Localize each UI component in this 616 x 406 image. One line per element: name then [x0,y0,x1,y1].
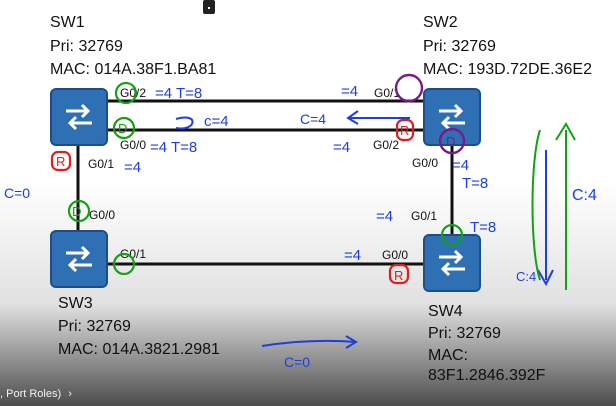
sw1-mac: MAC: 014A.38F1.BA81 [50,61,217,78]
sw3-priority: Pri: 32769 [58,318,131,335]
sw4-mac-value: 83F1.2846.392F [428,367,546,384]
ink-sw1-g02-cost: =4 T=8 [155,85,202,102]
sw4-mac-label: MAC: [428,347,468,364]
ink-circle-sw2-g01 [394,73,424,103]
ink-right-c4: C:4 [572,187,597,204]
ink-right-c4-lower: C:4 [516,269,536,284]
sw3-name: SW3 [58,295,93,312]
ink-port-R-sw4: R [394,268,403,283]
ink-circle-sw4-g01 [440,223,464,247]
sw1-port-g00: G0/0 [120,138,147,152]
sw4-port-g01: G0/1 [411,209,438,223]
ink-sw2-g00-total: T=8 [462,175,488,192]
ink-circle-sw2-g00 [438,127,466,155]
ink-sw1-g00-loop: c=4 [204,113,229,130]
ink-port-D-sw1: D [118,121,127,136]
ink-circle-sw3-g01 [112,252,136,276]
sw4-priority: Pri: 32769 [428,325,501,342]
ink-bracket-right [531,129,541,281]
sw3-mac: MAC: 014A.3821.2981 [58,341,220,358]
sw4-port-g00: G0/0 [382,248,409,262]
ink-sw1-g00-cost: =4 T=8 [150,139,197,156]
ink-box-sw2-g02 [395,118,415,142]
sw1-name: SW1 [50,14,85,31]
ink-sw2-g02-cost: =4 [333,139,350,156]
sw1-port-g01: G0/1 [88,157,115,171]
sw2-name: SW2 [423,14,458,31]
ink-sw1-g01-cost: =4 [124,159,141,176]
sw3-port-g01: G0/1 [120,247,147,261]
ink-loop-arrow [175,116,194,130]
sw4-name: SW4 [428,303,463,320]
ink-sw2-g01-cost: =4 [341,83,358,100]
ink-arrow-bottom [261,335,358,349]
ink-sw1-left: C=0 [4,185,30,201]
video-chapter-title[interactable]: , Port Roles) › [0,388,72,400]
chapter-label: , Port Roles) [0,388,62,400]
sw3-port-g00: G0/0 [89,208,116,222]
ink-sw4-g01-total: T=8 [470,219,496,236]
sw2-port-g00: G0/0 [412,156,439,170]
ink-port-R-sw1: R [56,154,65,169]
sw2-port-g02: G0/2 [373,138,400,152]
ink-bottom-arrow-cost: C=0 [284,354,310,370]
ink-circle-sw1-g02 [114,81,138,105]
switch-sw2-icon [423,88,481,146]
switch-sw4-icon [423,234,481,292]
ink-arrow-right-down [537,150,554,287]
sw2-port-g01: G0/1 [374,86,401,100]
ink-circle-sw1-g00 [112,116,136,140]
ink-port-D-sw2: D [446,134,455,149]
sw2-priority: Pri: 32769 [423,38,496,55]
video-hover-marker [203,0,215,14]
switch-sw1-icon [50,88,108,146]
ink-sw2-g00-cost: =4 [452,157,469,174]
sw1-priority: Pri: 32769 [50,38,123,55]
ink-box-sw4-g00 [388,263,410,285]
sw1-port-g02: G0/2 [120,86,147,100]
ink-port-R-sw2: R [400,123,409,138]
sw2-mac: MAC: 193D.72DE.36E2 [423,61,592,78]
ink-sw4-g01-cost: =4 [376,208,393,225]
chevron-right-icon: › [68,388,72,400]
video-controls [0,381,616,406]
ink-sw4-g00-cost: =4 [344,247,361,264]
ink-port-D-sw3: D [72,204,81,219]
ink-circle-sw3-g00 [67,199,91,223]
ink-arrow-sw2 [346,110,410,125]
switch-sw3-icon [50,230,108,288]
ink-sw2-arrow: C=4 [300,111,326,127]
ink-box-sw1-g01 [50,150,72,172]
ink-arrow-right-up [555,122,576,290]
